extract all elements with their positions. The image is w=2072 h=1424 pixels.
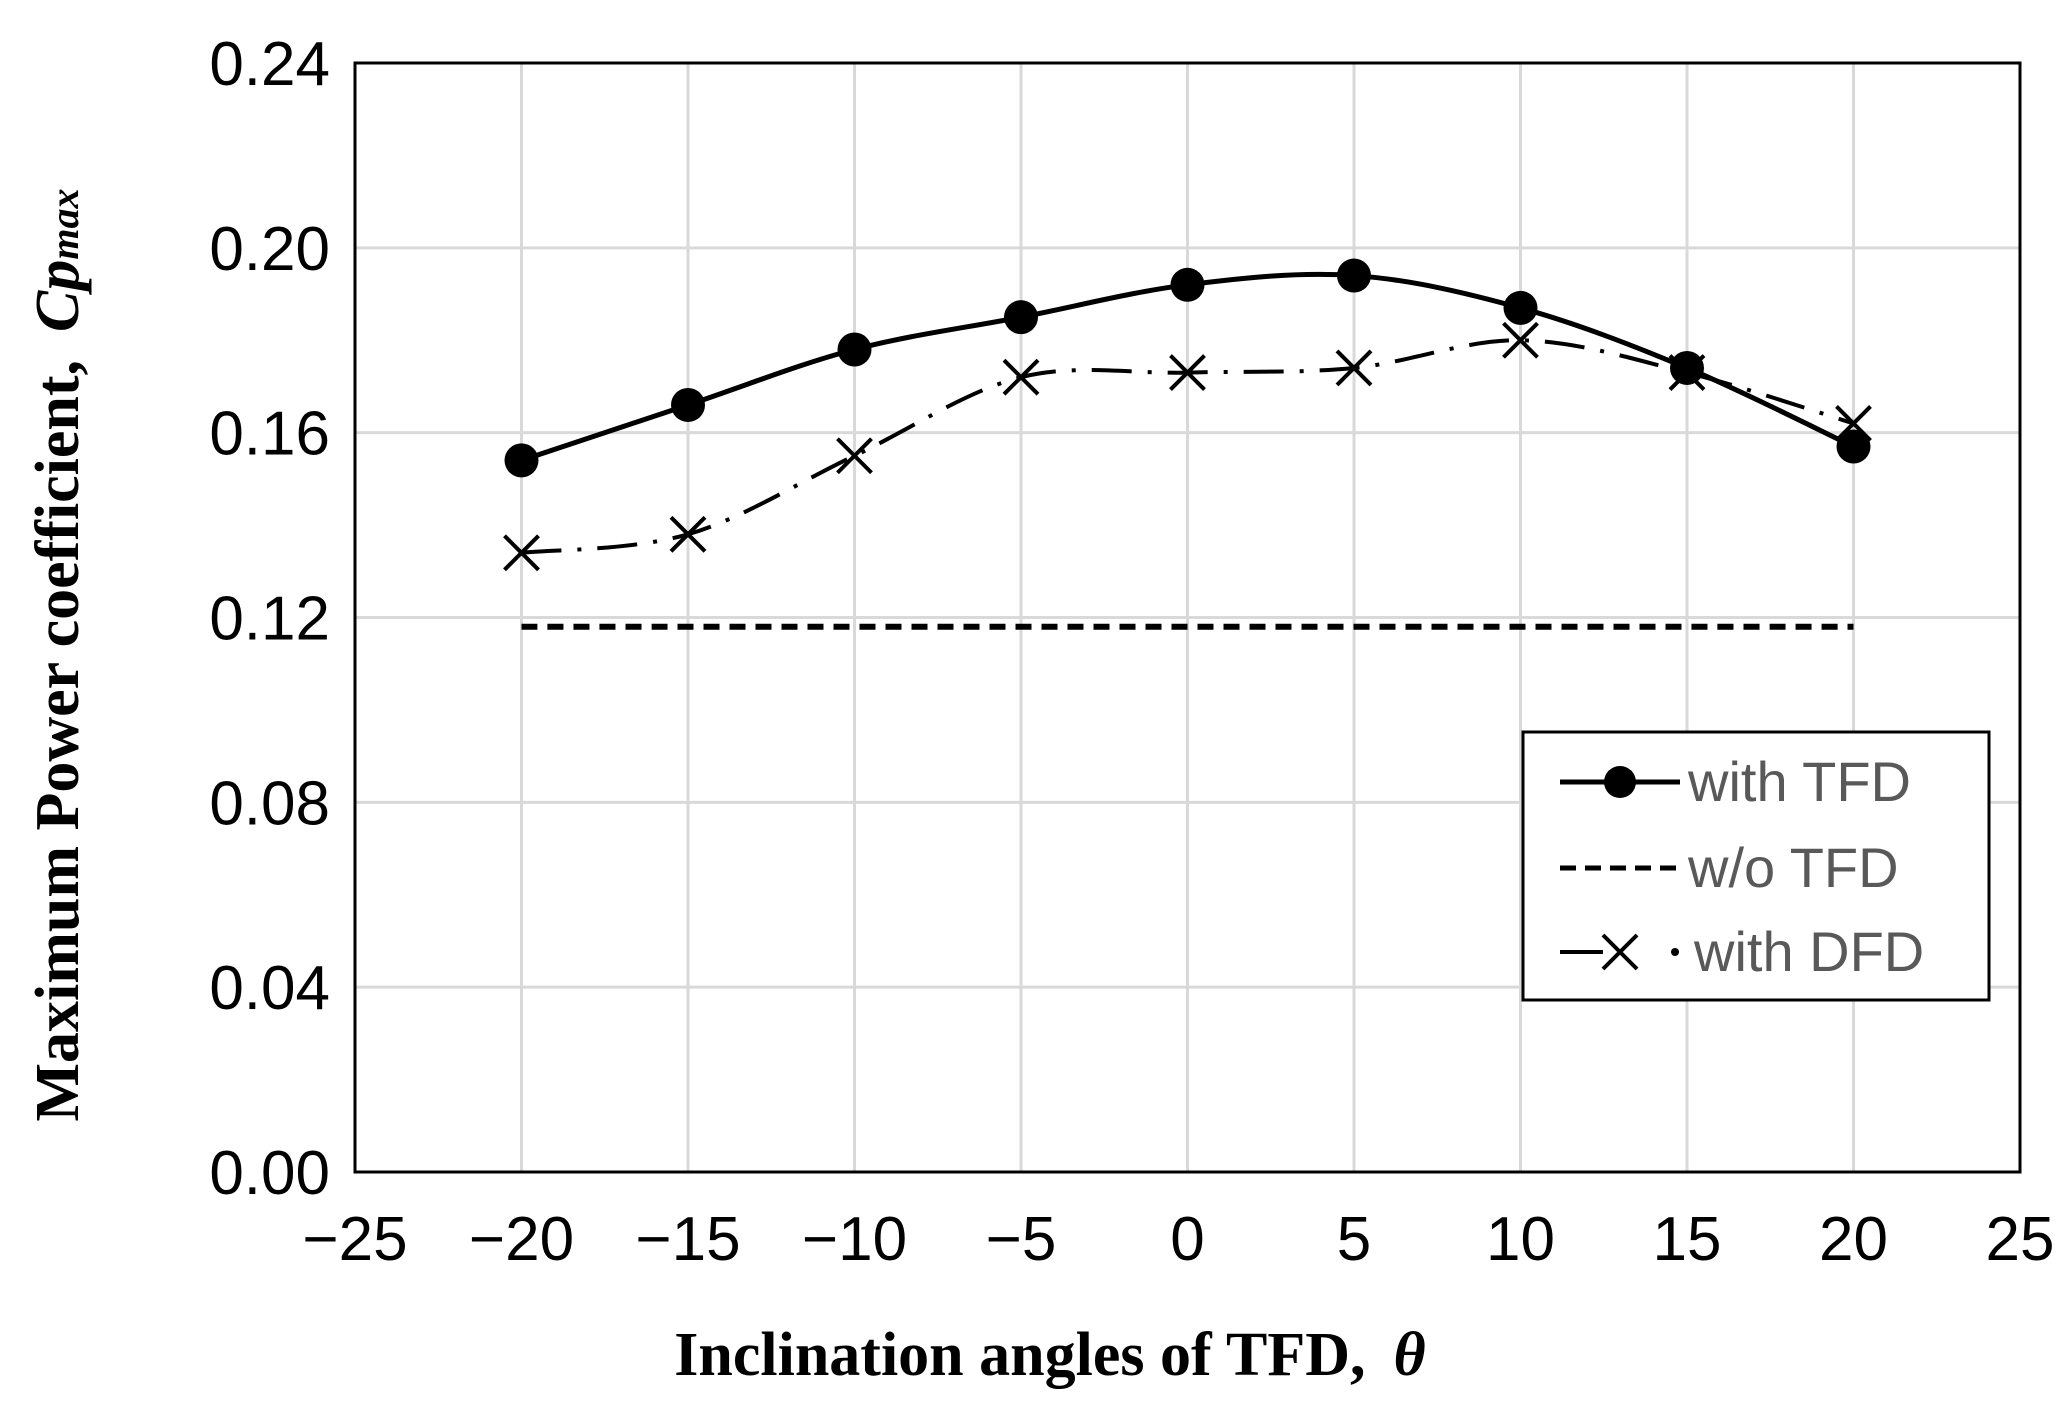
data-point-x — [1668, 354, 1706, 392]
data-point-x — [1002, 358, 1040, 396]
y-axis-title-text: Maximum Power coefficient, — [24, 360, 92, 1122]
data-point-circle — [671, 387, 705, 422]
data-point-x — [1169, 354, 1206, 392]
x-tick-label: −10 — [802, 1205, 907, 1274]
y-axis-title: Maximum Power coefficient, Cpmax — [24, 188, 92, 1121]
data-point-circle — [1004, 300, 1038, 335]
data-point-x — [669, 515, 707, 553]
legend-item-with-tfd: with TFD — [1560, 750, 1911, 813]
x-tick-label: 0 — [1170, 1205, 1204, 1274]
x-tick-label: 15 — [1653, 1205, 1722, 1274]
x-tick-label: −5 — [986, 1205, 1057, 1274]
y-axis-symbol: Cp — [24, 260, 92, 332]
x-tick-label: 5 — [1337, 1205, 1371, 1274]
series-with-tfd — [504, 258, 1871, 478]
series-layer — [503, 258, 1872, 630]
data-point-circle — [1836, 429, 1871, 464]
y-tick-label: 0.04 — [209, 954, 330, 1023]
y-tick-label: 0.24 — [209, 30, 330, 99]
data-point-circle — [1337, 258, 1371, 293]
data-point-x — [503, 534, 540, 572]
series-with-dfd — [503, 321, 1872, 572]
y-tick-label: 0.08 — [209, 769, 330, 838]
y-tick-label: 0.16 — [209, 400, 330, 469]
data-point-x — [1835, 405, 1872, 442]
y-axis-ticks: 0.00 0.04 0.08 0.12 0.16 0.20 0.24 — [209, 30, 330, 1208]
data-point-x — [1335, 349, 1373, 387]
x-tick-label: 10 — [1486, 1205, 1555, 1274]
y-tick-label: 0.00 — [209, 1139, 330, 1208]
data-point-circle — [837, 332, 872, 367]
plot-area-frame — [353, 61, 2022, 1174]
x-tick-label: −25 — [302, 1205, 407, 1274]
x-axis-title: Inclination angles of TFD, θ — [674, 1321, 1425, 1389]
legend-line-dot — [1671, 948, 1679, 956]
data-point-x — [1502, 321, 1539, 359]
x-tick-label: 20 — [1819, 1205, 1888, 1274]
data-point-circle — [1503, 290, 1538, 325]
legend: with TFD w/o TFD with DFD — [1521, 730, 1991, 1002]
x-tick-label: 25 — [1986, 1205, 2055, 1274]
x-tick-label: −20 — [469, 1205, 574, 1274]
legend-label-without-tfd: w/o TFD — [1687, 836, 1899, 899]
x-axis-title-text: Inclination angles of TFD, — [674, 1321, 1365, 1389]
legend-item-without-tfd: w/o TFD — [1560, 836, 1899, 899]
x-tick-label: −15 — [635, 1205, 740, 1274]
legend-item-with-dfd: with DFD — [1560, 920, 1924, 983]
legend-label-with-dfd: with DFD — [1693, 920, 1924, 983]
data-point-circle — [1170, 267, 1205, 302]
grid — [353, 61, 2022, 1174]
legend-marker-x — [1601, 933, 1639, 971]
y-tick-label: 0.20 — [209, 215, 330, 284]
y-axis-symbol-subscript: max — [42, 188, 87, 259]
data-point-x — [836, 437, 873, 475]
legend-marker-circle — [1604, 766, 1636, 798]
data-point-circle — [504, 443, 539, 478]
legend-label-with-tfd: with TFD — [1687, 750, 1911, 813]
y-tick-label: 0.12 — [209, 585, 330, 654]
x-axis-symbol: θ — [1394, 1321, 1426, 1389]
x-axis-ticks: −25 −20 −15 −10 −5 0 5 10 15 20 25 — [302, 1205, 2054, 1274]
